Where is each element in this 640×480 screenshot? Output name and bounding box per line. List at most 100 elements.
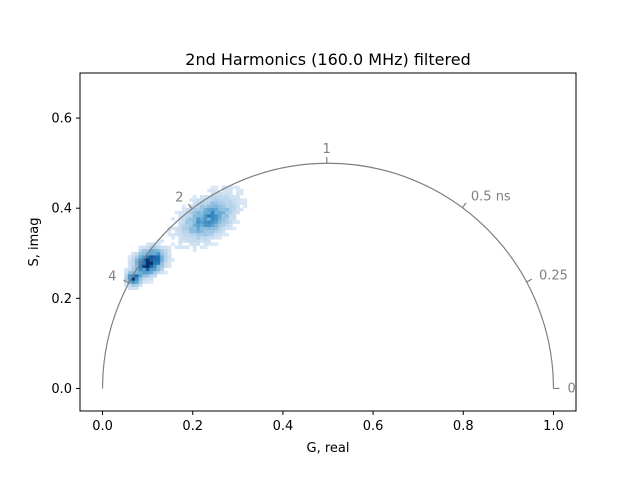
heatmap-cell — [225, 220, 230, 224]
x-tick-label: 1.0 — [543, 419, 564, 434]
heatmap-cell — [221, 220, 226, 224]
heatmap-cell — [145, 255, 150, 259]
heatmap-cell — [214, 204, 219, 209]
heatmap-cell — [199, 204, 204, 209]
heatmap-cell — [210, 198, 215, 202]
heatmap-cell — [210, 220, 215, 224]
heatmap-cell — [192, 201, 197, 205]
heatmap-cell — [167, 264, 172, 268]
heatmap-cell — [203, 195, 208, 199]
heatmap-cell — [196, 217, 201, 221]
lifetime-tick — [123, 279, 130, 284]
heatmap-cell — [196, 232, 201, 237]
heatmap-cell — [181, 220, 186, 224]
heatmap-cell — [145, 280, 150, 284]
heatmap-cell — [189, 204, 194, 209]
heatmap-cell — [207, 217, 212, 221]
heatmap-cell — [203, 210, 208, 215]
heatmap-cell — [217, 229, 222, 234]
heatmap-cell — [145, 258, 150, 262]
heatmap-cell — [142, 277, 147, 281]
heatmap-cell — [228, 191, 233, 196]
lifetime-label: 0.5 ns — [471, 189, 511, 204]
heatmap-cell — [221, 201, 226, 205]
heatmap-cell — [199, 229, 204, 234]
lifetime-tick — [462, 202, 467, 208]
heatmap-cell — [228, 185, 233, 190]
heatmap-cell — [185, 207, 190, 212]
heatmap-cell — [181, 204, 186, 209]
heatmap-cell — [196, 204, 201, 209]
heatmap-cell — [228, 201, 233, 205]
heatmap-cell — [196, 210, 201, 215]
heatmap-cell — [131, 258, 136, 262]
heatmap-cell — [153, 255, 157, 259]
heatmap-cell — [199, 198, 204, 202]
heatmap-cell — [160, 258, 165, 262]
heatmap-cell — [153, 264, 157, 268]
heatmap-cell — [135, 280, 139, 284]
heatmap-cell — [138, 267, 143, 272]
heatmap-cell — [149, 245, 154, 250]
heatmap-cell — [181, 232, 186, 237]
heatmap-cell — [236, 204, 240, 209]
heatmap-cell — [221, 191, 226, 196]
heatmap-cell — [171, 232, 175, 237]
lifetime-label: 2 — [175, 191, 183, 206]
heatmap-cell — [160, 270, 165, 275]
heatmap-cell — [221, 214, 226, 218]
heatmap-cell — [142, 258, 147, 262]
heatmap-cell — [138, 251, 143, 256]
heatmap-cell — [199, 223, 204, 227]
heatmap-cell — [199, 214, 204, 218]
heatmap-cell — [189, 198, 194, 202]
heatmap-cell — [232, 210, 237, 215]
heatmap-cell — [207, 226, 212, 231]
heatmap-cell — [189, 226, 194, 231]
heatmap-cell — [138, 264, 143, 268]
heatmap-cell — [243, 201, 248, 205]
heatmap-cell — [214, 207, 219, 212]
heatmap-cell — [203, 214, 208, 218]
heatmap-cell — [228, 220, 233, 224]
heatmap-cell — [221, 217, 226, 221]
heatmap-cell — [149, 255, 154, 259]
heatmap-cell — [142, 261, 147, 265]
heatmap-cell — [236, 210, 240, 215]
heatmap-cell — [189, 223, 194, 227]
heatmap-cell — [178, 223, 183, 227]
heatmap-cell — [185, 239, 190, 243]
heatmap-cell — [203, 201, 208, 205]
heatmap-cell — [178, 242, 183, 246]
heatmap-cell — [181, 226, 186, 231]
heatmap-cell — [160, 267, 165, 272]
heatmap-cell — [207, 188, 212, 193]
heatmap-cell — [221, 198, 226, 202]
heatmap-cell — [185, 236, 190, 240]
heatmap-cell — [138, 258, 143, 262]
universal-semicircle: 0 0.25 0.5 ns 1 2 4 — [101, 142, 576, 397]
heatmap-cell — [127, 258, 132, 262]
heatmap-cell — [217, 207, 222, 212]
heatmap-cell — [189, 214, 194, 218]
heatmap-cell — [225, 223, 230, 227]
heatmap-cell — [225, 198, 230, 202]
y-tick-label: 0.6 — [51, 112, 72, 127]
heatmap-cell — [131, 267, 136, 272]
lifetime-label: 0.25 — [539, 268, 568, 283]
heatmap-cell — [232, 226, 237, 231]
heatmap-cell — [189, 229, 194, 234]
heatmap-cell — [203, 239, 208, 243]
heatmap-cell — [153, 245, 157, 250]
heatmap-cell — [217, 236, 222, 240]
heatmap-cell — [131, 270, 136, 275]
heatmap-cell — [167, 258, 172, 262]
heatmap-cell — [149, 261, 154, 265]
heatmap-cell — [217, 204, 222, 209]
heatmap-cell — [217, 198, 222, 202]
heatmap-cell — [189, 220, 194, 224]
heatmap-cell — [199, 207, 204, 212]
heatmap-cell — [138, 280, 143, 284]
x-tick-label: 0.2 — [182, 419, 203, 434]
heatmap-cell — [207, 214, 212, 218]
